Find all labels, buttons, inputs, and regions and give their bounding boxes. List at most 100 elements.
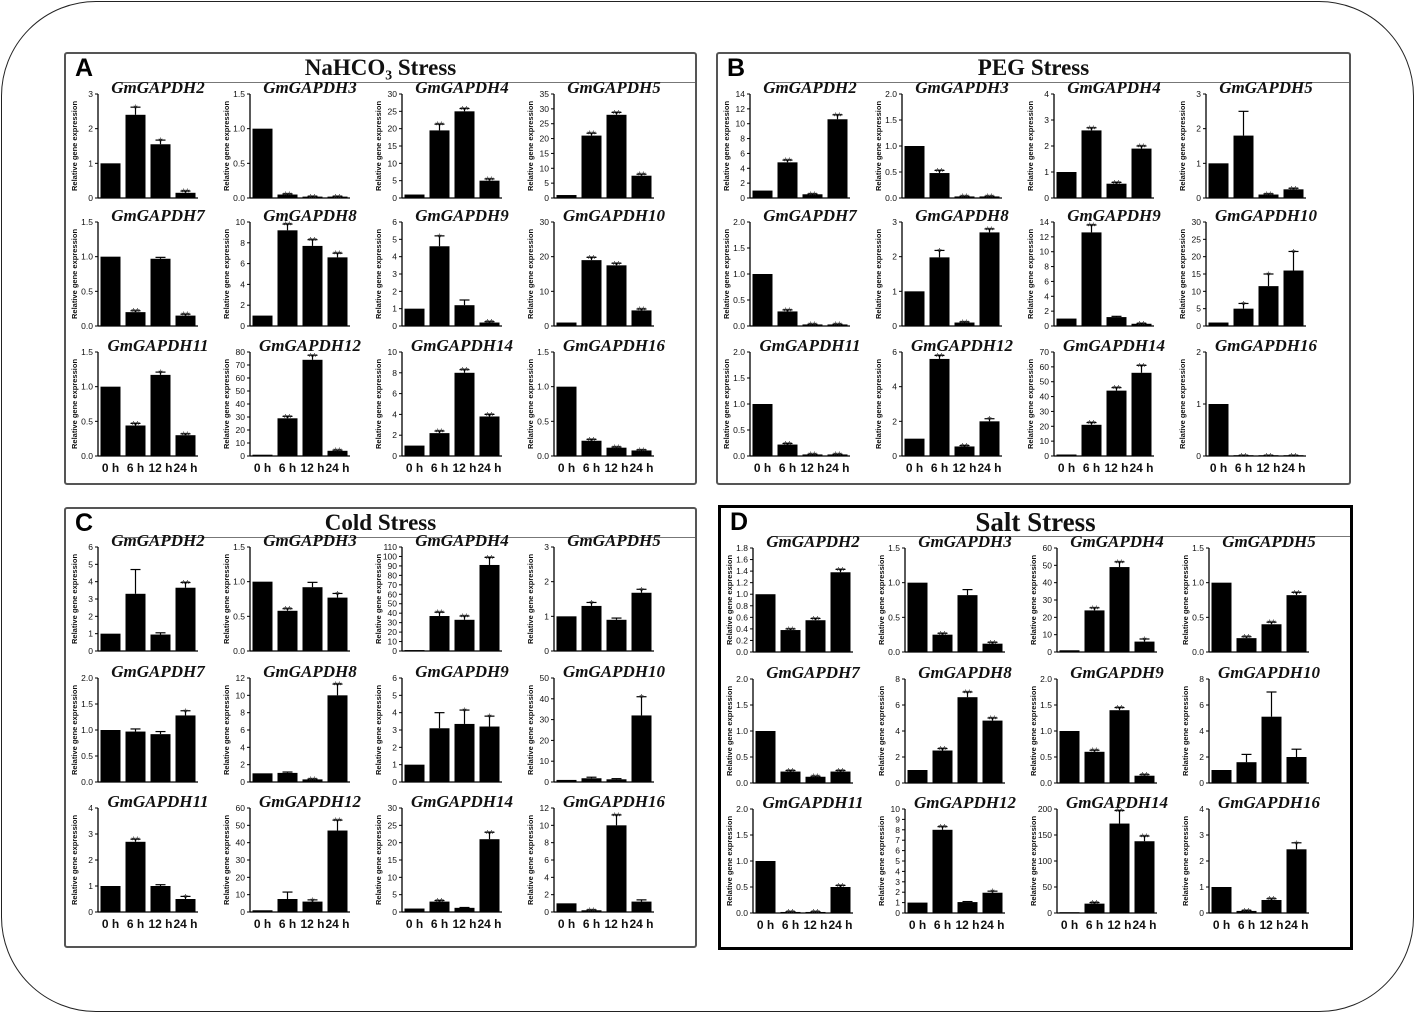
significance-mark: ** [637,305,646,317]
significance-mark: ** [783,306,792,318]
y-tick-label: 1.4 [736,566,748,576]
bar [1211,887,1232,913]
y-tick-label: 10 [388,347,398,357]
y-tick-label: 4 [240,742,245,752]
bar [1106,317,1127,326]
significance-mark: ** [1090,899,1099,911]
x-tick-label: 24 h [825,461,849,475]
y-tick-label: 20 [388,124,398,134]
y-tick-label: 20 [540,134,550,144]
bar [1233,135,1254,198]
y-tick-label: 1.2 [736,578,748,588]
x-tick-label: 24 h [173,461,197,475]
x-tick-label: 6 h [931,461,948,475]
y-tick-label: 1 [88,158,93,168]
x-tick-label: 12 h [300,461,324,475]
y-tick-label: 3 [1044,115,1049,125]
bar [827,119,848,198]
y-tick-label: 2 [1196,124,1201,134]
y-tick-label: 1.5 [233,542,245,552]
significance-mark: ** [460,105,469,117]
bar [755,594,776,652]
y-tick-label: 1 [1196,399,1201,409]
significance-mark: * [487,712,492,724]
bar [1286,757,1307,783]
significance-mark: ** [435,608,444,620]
y-tick-label: 6 [392,389,397,399]
bar [631,901,652,912]
significance-mark: ** [935,351,944,363]
bar [1131,323,1152,326]
x-tick-label: 12 h [452,461,476,475]
bar [252,315,273,326]
y-tick-label: 1 [1199,882,1204,892]
significance-mark: ** [1090,746,1099,758]
bar [454,305,475,326]
y-axis-label: Relative gene expression [222,685,231,775]
y-axis-label: Relative gene expression [526,101,535,191]
y-tick-label: 0 [392,451,397,461]
gene-title: GmGAPDH11 [107,792,208,811]
significance-mark: ** [808,450,817,462]
y-tick-label: 10 [236,217,246,227]
y-tick-label: 0 [892,451,897,461]
bar [429,433,450,456]
x-tick-label: 6 h [1238,918,1255,932]
bar [805,620,826,652]
y-axis-label: Relative gene expression [1026,229,1035,319]
significance-mark: * [133,103,138,115]
gene-title: GmGAPDH2 [111,78,205,97]
y-tick-label: 0.0 [81,451,93,461]
y-tick-label: 10 [540,286,550,296]
significance-mark: * [158,136,163,148]
y-tick-label: 2 [892,252,897,262]
x-tick-label: 24 h [980,918,1004,932]
significance-mark: * [990,887,995,899]
y-axis-label: Relative gene expression [1178,229,1187,319]
significance-mark: ** [1267,895,1276,907]
bar [1056,318,1077,326]
bar [904,146,925,198]
y-tick-label: 0.5 [736,882,748,892]
bar [982,892,1003,913]
significance-mark: ** [808,190,817,202]
y-axis-label: Relative gene expression [526,554,535,644]
y-tick-label: 6 [892,347,897,357]
y-tick-label: 20 [540,735,550,745]
panel-title: NaHCO₃ Stress [304,55,457,80]
y-axis-label: Relative gene expression [222,815,231,905]
y-tick-label: 3 [1199,830,1204,840]
significance-mark: ** [1140,771,1149,783]
bar [175,715,196,782]
bar [429,246,450,326]
bar [1106,183,1127,198]
bar [755,861,776,913]
y-tick-label: 10 [236,438,246,448]
y-tick-label: 0 [1196,321,1201,331]
y-tick-label: 3 [544,542,549,552]
gene-title: GmGAPDH11 [759,336,860,355]
bar [454,111,475,198]
panel-letter: D [730,508,749,536]
significance-mark: ** [1267,618,1276,630]
bar [581,778,602,782]
y-tick-label: 1.5 [537,347,549,357]
y-tick-label: 20 [1192,252,1202,262]
bar [581,135,602,198]
y-tick-label: 2 [1199,752,1204,762]
y-tick-label: 0 [240,451,245,461]
y-tick-label: 60 [236,803,246,813]
y-tick-label: 1.0 [1040,726,1052,736]
chart-gmgapdh16: GmGAPDH16 Relative gene expression 0 2 4 6 8 10… [526,792,666,931]
bar [150,886,171,912]
x-tick-label: 24 h [1129,461,1153,475]
y-tick-label: 0 [88,907,93,917]
x-tick-label: 0 h [558,461,575,475]
bar [780,630,801,652]
bar [752,274,773,326]
panel-b: B PEG Stress GmGAPDH2 Relative gene express… [716,52,1351,485]
x-tick-label: 24 h [977,461,1001,475]
x-tick-label: 12 h [604,917,628,931]
chart-gmgapdh9: GmGAPDH9 Relative gene expression 0 2 4 6 8 10 1… [1026,206,1161,331]
